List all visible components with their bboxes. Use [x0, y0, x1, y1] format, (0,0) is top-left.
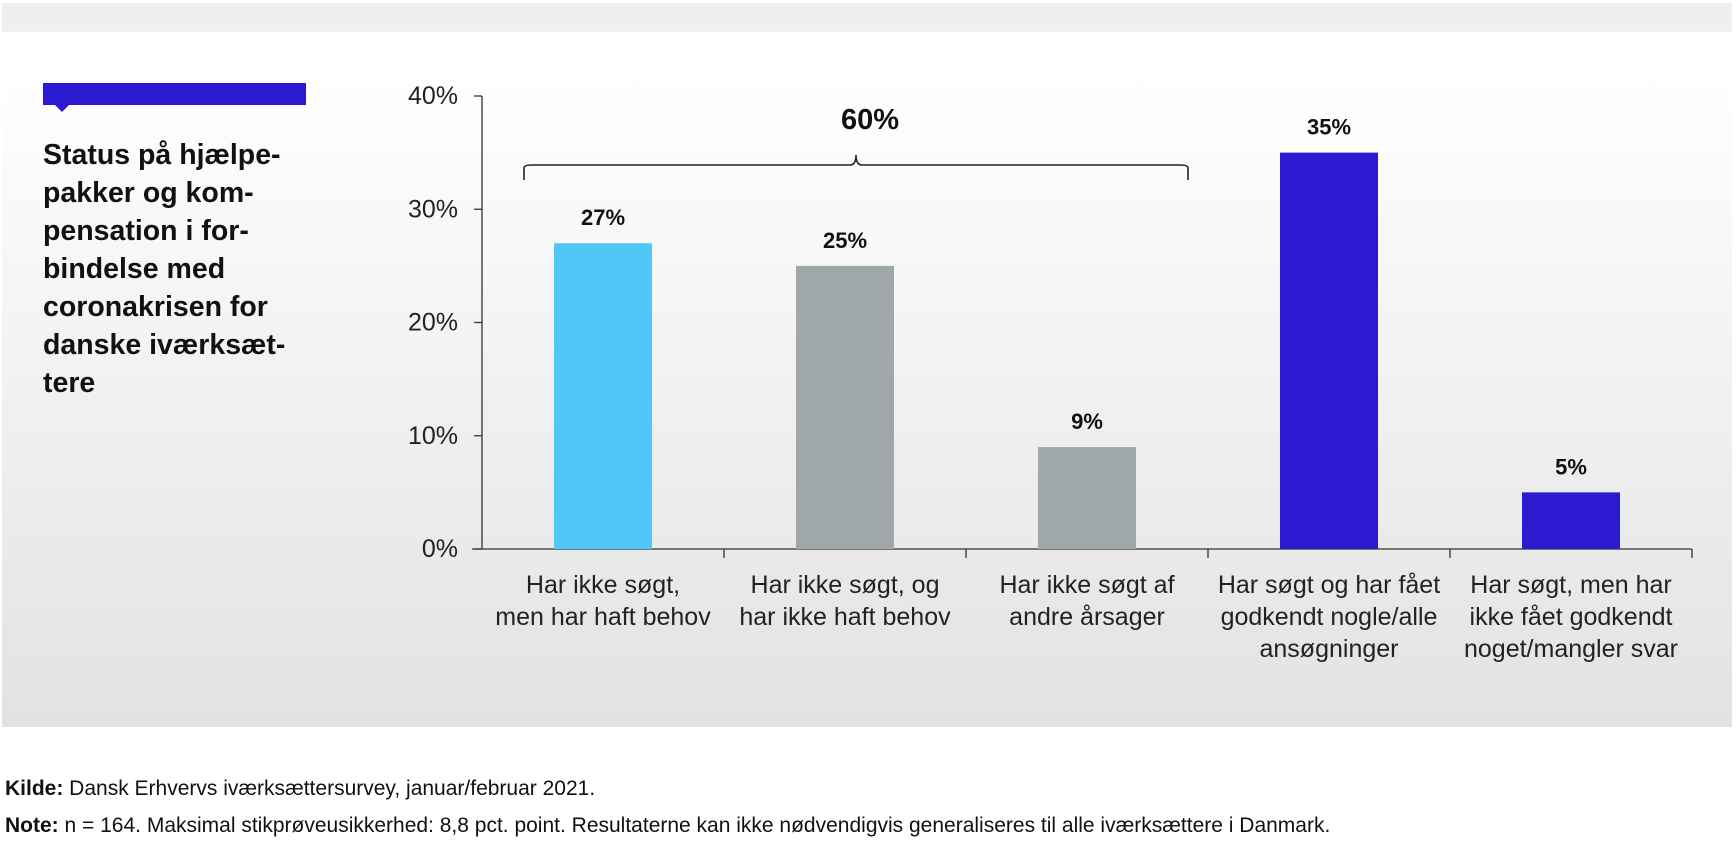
note-text: n = 164. Maksimal stikprøveusikkerhed: 8… — [58, 814, 1331, 837]
data-label: 27% — [581, 205, 625, 230]
category-label: men har haft behov — [495, 603, 711, 631]
source-label: Kilde: — [5, 777, 64, 800]
brace-annotation-label: 60% — [841, 104, 899, 136]
bar — [1038, 447, 1136, 549]
y-tick-label: 20% — [408, 309, 458, 337]
accent-bar — [43, 83, 306, 105]
bar — [1280, 152, 1378, 549]
note-line: Note: n = 164. Maksimal stikprøveusikker… — [5, 814, 1330, 838]
source-text: Dansk Erhvervs iværksættersurvey, januar… — [63, 777, 596, 800]
data-label: 25% — [823, 228, 867, 253]
category-label: Har søgt, men har — [1470, 571, 1671, 599]
y-tick-label: 40% — [408, 82, 458, 110]
category-label: godkendt nogle/alle — [1221, 603, 1438, 631]
category-label: andre årsager — [1009, 603, 1165, 631]
data-label: 35% — [1307, 115, 1351, 140]
note-label: Note: — [5, 814, 59, 837]
bar — [554, 243, 652, 549]
category-label: har ikke haft behov — [739, 603, 951, 631]
y-tick-label: 10% — [408, 422, 458, 450]
bar — [1522, 492, 1620, 549]
category-label: Har ikke søgt af — [999, 571, 1174, 599]
category-label: Har ikke søgt, og — [751, 571, 940, 599]
category-label: ansøgninger — [1260, 635, 1399, 663]
data-label: 9% — [1071, 409, 1103, 434]
brace-annotation — [523, 154, 1189, 180]
category-label: ikke fået godkendt — [1470, 603, 1673, 631]
category-label: Har ikke søgt, — [526, 571, 680, 599]
y-tick-label: 0% — [422, 535, 458, 563]
data-label: 5% — [1555, 454, 1587, 479]
category-label: noget/mangler svar — [1464, 635, 1678, 663]
category-label: Har søgt og har fået — [1218, 571, 1440, 599]
y-tick-label: 30% — [408, 195, 458, 223]
source-line: Kilde: Dansk Erhvervs iværksættersurvey,… — [5, 777, 595, 801]
bar — [796, 265, 894, 549]
chart-title: Status på hjælpe- pakker og kom- pensati… — [43, 139, 286, 399]
accent-notch — [55, 105, 69, 112]
